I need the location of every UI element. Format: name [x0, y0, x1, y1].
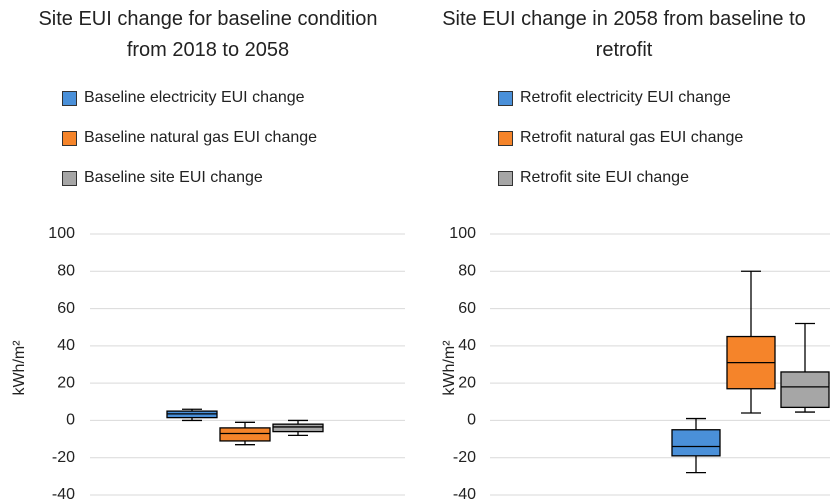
- y-tick-label: -20: [453, 449, 476, 466]
- y-tick-label: -40: [453, 486, 476, 503]
- legend-label: Retrofit natural gas EUI change: [520, 129, 744, 146]
- y-tick-label: 0: [66, 412, 75, 429]
- legend-swatch: [62, 91, 77, 106]
- y-axis-label: kWh/m²: [11, 340, 28, 396]
- legend-swatch: [62, 171, 77, 186]
- legend-label: Baseline natural gas EUI change: [84, 129, 318, 146]
- box: [219, 427, 271, 442]
- y-tick-label: 100: [449, 225, 476, 242]
- legend-label: Baseline electricity EUI change: [84, 89, 305, 106]
- y-tick-label: 60: [57, 300, 75, 317]
- y-tick-label: 80: [57, 263, 75, 280]
- legend-swatch: [62, 131, 77, 146]
- chart-title: Site EUI change in 2058 from baseline to…: [442, 8, 806, 61]
- y-tick-label: -20: [52, 449, 75, 466]
- legend-swatch: [498, 171, 513, 186]
- y-tick-label: 100: [48, 225, 75, 242]
- legend-swatch: [498, 91, 513, 106]
- chart-title: Site EUI change for baseline condition f…: [38, 8, 378, 61]
- y-tick-label: 80: [458, 263, 476, 280]
- y-axis-label: kWh/m²: [441, 340, 458, 396]
- y-tick-label: 40: [458, 337, 476, 354]
- chart-panel: Site EUI change for baseline condition f…: [0, 0, 416, 504]
- legend-label: Retrofit site EUI change: [520, 169, 689, 186]
- plot: -40 -20 0 20 40 60 80 100 kWh/m²: [11, 225, 405, 503]
- y-tick-label: 20: [458, 374, 476, 391]
- box: [780, 371, 830, 409]
- legend-label: Baseline site EUI change: [84, 169, 263, 186]
- box: [671, 429, 721, 457]
- plot: -40 -20 0 20 40 60 80 100 kWh/m²: [441, 225, 830, 503]
- y-tick-label: 40: [57, 337, 75, 354]
- y-tick-label: 0: [467, 412, 476, 429]
- chart-panel: Site EUI change in 2058 from baseline to…: [416, 0, 832, 504]
- legend-label: Retrofit electricity EUI change: [520, 89, 731, 106]
- legend-swatch: [498, 131, 513, 146]
- y-tick-label: 20: [57, 374, 75, 391]
- y-tick-label: -40: [52, 486, 75, 503]
- y-tick-label: 60: [458, 300, 476, 317]
- box: [272, 423, 324, 433]
